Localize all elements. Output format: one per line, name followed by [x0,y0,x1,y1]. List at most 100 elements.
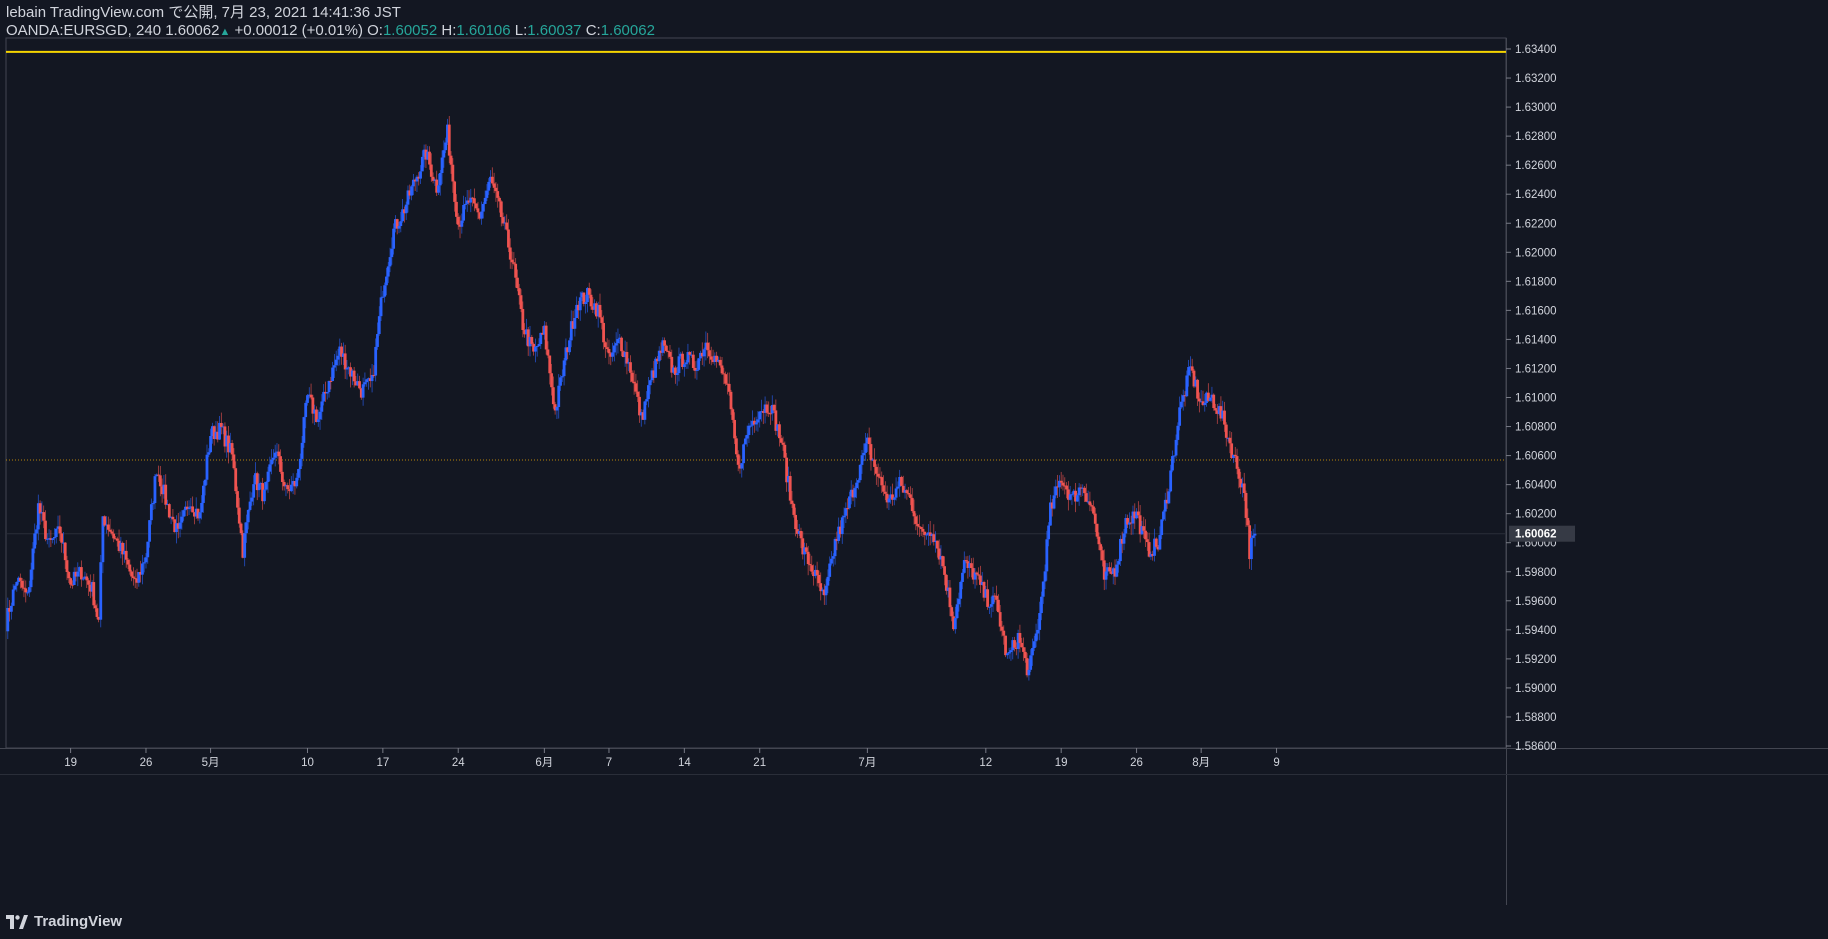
candle [582,292,586,307]
candle [1251,528,1255,539]
candle-body [1210,394,1214,398]
candle [440,150,444,184]
candle [1000,620,1004,637]
candle-body [806,551,810,565]
candle [758,410,762,428]
candle-body [634,383,638,392]
candle [9,602,13,620]
candle [1054,479,1058,499]
candle [943,556,946,586]
candle-body [13,585,17,590]
candle [1194,376,1198,388]
candle [700,342,704,366]
time-axis[interactable]: 19 26 5月 10 17 24 6月 7 14 21 7月 12 19 26 8月 9 [64,748,1280,769]
time-tick-label: 5月 [202,757,220,769]
candle [404,201,408,220]
candle-body [106,524,110,530]
candle [411,173,415,196]
candle [566,347,570,360]
candle [132,567,135,586]
candle [250,492,254,506]
price-tick-label: 1.60400 [1515,480,1557,492]
candle [742,443,745,471]
candle-body [85,576,89,581]
candle-body [78,567,81,572]
candle-body [408,190,412,196]
candle-body [860,455,864,465]
price-axis[interactable]: 1.63400 1.63200 1.63000 1.62800 1.62600 1.624… [1506,44,1575,753]
candle [1196,378,1199,407]
candle-body [1081,487,1085,489]
candle-body [921,528,925,532]
candle [747,423,751,444]
candle-body [959,581,963,599]
candle [266,466,270,493]
candle [1025,653,1029,678]
candle [103,515,107,527]
candle [62,532,65,554]
candle [1023,647,1027,663]
candle-body [133,578,137,580]
candle [926,524,930,546]
symbol-name[interactable]: OANDA:EURSGD, 240 [6,22,162,39]
candle [690,351,693,358]
candle-body [900,476,903,486]
candle [471,196,474,207]
candle-body [1250,537,1253,560]
candle [577,300,580,319]
candle [573,309,577,337]
candle-body [415,176,419,182]
candle [941,555,945,568]
candle-body [74,571,78,577]
candle [1151,550,1155,561]
candle-body [315,409,318,423]
candle [749,420,753,428]
time-tick-label: 19 [64,757,77,769]
candle [709,346,713,366]
candle [697,357,701,372]
candle [1133,503,1137,529]
candle [1169,464,1173,493]
candle [743,435,747,445]
candle [442,140,446,168]
candle [1052,486,1056,510]
candle-body [643,401,647,420]
candle [428,146,431,170]
candle-body [110,531,114,534]
candle [605,338,609,353]
candle [426,145,430,161]
candle [910,488,914,513]
time-tick-label: 10 [301,757,314,769]
candle-body [123,550,126,555]
candle-body [338,346,342,356]
candle [268,456,272,482]
candle [1230,432,1234,460]
candle-body [858,464,862,481]
candle-body [1097,536,1101,545]
candle-body [1172,455,1176,457]
horizontal-lines[interactable] [6,50,1506,535]
candle-body [6,607,10,632]
candle [1045,530,1049,581]
candle [1136,501,1140,519]
candle [681,351,684,370]
close-label: C: [585,22,601,39]
candle [85,573,89,589]
candle [239,522,243,536]
candle [1144,519,1147,547]
candle [1016,629,1020,659]
candle [210,422,214,444]
candle-body [216,431,220,440]
candle-body [246,509,250,523]
candle-body [943,566,946,575]
candle-body [485,190,489,198]
candle [101,515,105,574]
candle [1038,601,1042,641]
candle [13,584,17,591]
tradingview-logo[interactable]: TradingView [6,913,122,930]
candle-body [953,618,957,630]
candle-body [97,616,100,620]
candle [557,374,561,419]
candle-body [151,503,155,505]
